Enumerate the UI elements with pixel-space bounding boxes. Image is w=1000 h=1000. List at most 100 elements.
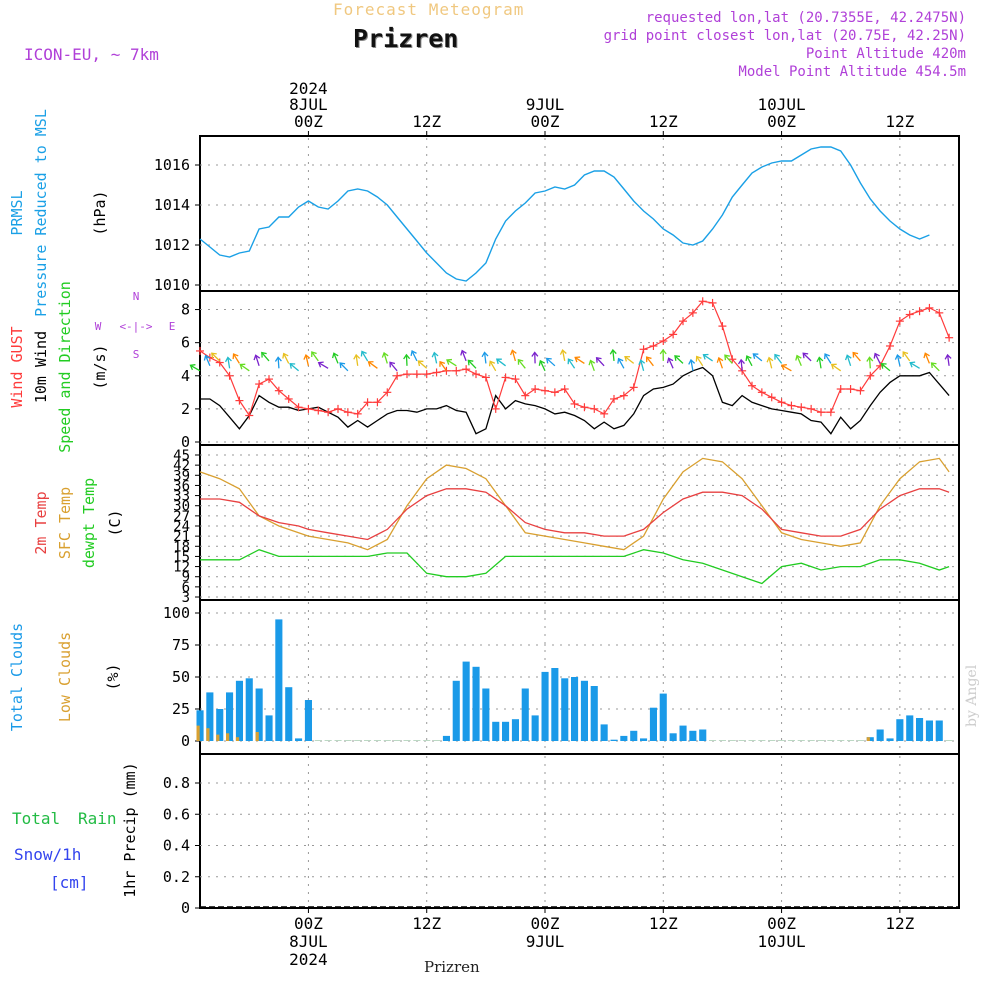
bottom-date-label: 9JUL: [526, 932, 565, 951]
wind-gust-marker: [225, 371, 234, 380]
total-cloud-bar: [748, 740, 756, 741]
top-hour-label: 12Z: [885, 112, 914, 131]
wind-gust-marker: [797, 403, 806, 412]
total-cloud-bar: [718, 740, 726, 741]
wind-gust-marker: [590, 404, 599, 413]
wind-direction-arrow: [659, 348, 667, 361]
wind-direction-arrow: [417, 360, 428, 369]
compass-n: N: [133, 290, 140, 303]
clouds-ytick-label: 75: [172, 636, 190, 654]
wind-gust-marker: [442, 366, 451, 375]
total-cloud-bar: [758, 740, 766, 741]
total-cloud-bar: [916, 718, 924, 741]
total-cloud-bar: [442, 735, 450, 741]
wind-direction-arrow: [930, 362, 940, 372]
wind-gust-marker: [748, 381, 756, 390]
wind-direction-arrow: [702, 353, 713, 362]
temperature-ytick-label: 6: [182, 580, 190, 596]
total-cloud-bar: [295, 738, 303, 741]
pressure-ytick-label: 1010: [154, 276, 190, 294]
wind-direction-arrow: [617, 357, 625, 369]
wind-gust-marker: [905, 310, 914, 319]
wind-direction-arrow: [823, 353, 832, 364]
wind-direction-arrow: [852, 351, 861, 362]
svg-text:PRMSL: PRMSL: [8, 190, 26, 235]
wind-unit: (m/s): [91, 344, 109, 389]
total-cloud-bar: [649, 707, 657, 741]
top-hour-label: 12Z: [412, 112, 441, 131]
wind-gust-marker: [373, 398, 382, 407]
wind-gust-marker: [728, 355, 737, 364]
wind-direction-arrow: [495, 358, 506, 367]
wind-direction-arrow: [567, 358, 576, 369]
svg-text:dewpt Temp: dewpt Temp: [80, 478, 98, 568]
model-label: ICON-EU, ~ 7km: [24, 45, 159, 64]
total-cloud-bar: [551, 668, 559, 741]
wind-direction-arrow: [545, 357, 556, 367]
temperature-ytick-label: 24: [173, 519, 190, 535]
wind-direction-arrow: [517, 358, 526, 369]
total-cloud-bar: [521, 688, 529, 741]
cloud-unit: (%): [104, 663, 122, 690]
wind-direction-arrow: [211, 352, 221, 362]
wind-direction-arrow: [880, 363, 891, 372]
wind-direction-arrow: [317, 361, 329, 369]
wind-gust-marker: [501, 373, 510, 382]
total-cloud-bar: [413, 740, 421, 741]
total-cloud-bar: [196, 710, 204, 741]
temperature-ytick-label: 12: [173, 560, 190, 576]
wind-gust-marker: [826, 408, 835, 417]
wind-direction-arrow: [239, 363, 250, 372]
top-date-label: 9JUL: [526, 95, 565, 114]
wind-label-speed-dir: Speed and Direction: [56, 281, 74, 453]
temp-2m-line: [200, 488, 950, 541]
temperature-ytick-label: 3: [182, 590, 190, 606]
wind-gust-marker: [846, 385, 855, 394]
wind-gust-marker: [767, 393, 776, 402]
total-cloud-bar: [433, 740, 441, 741]
total-cloud-bar: [689, 730, 697, 741]
pressure-ytick-label: 1014: [154, 196, 190, 214]
footer-location: Prizren: [424, 958, 480, 976]
wind-gust-marker: [491, 404, 500, 413]
wind-direction-arrow: [339, 362, 349, 372]
wind-direction-arrow: [944, 353, 952, 366]
temp-label-dew: dewpt Temp: [80, 478, 98, 568]
wind-gust-marker: [610, 394, 618, 403]
wind-direction-arrow: [688, 358, 696, 371]
precip-label-cm: [cm]: [50, 873, 89, 892]
wind-gust-marker: [886, 341, 894, 350]
total-cloud-bar: [364, 740, 372, 741]
wind-gust-marker: [255, 380, 264, 389]
wind-direction-arrow: [481, 351, 489, 364]
compass-s: S: [133, 348, 140, 361]
sfc-temp-line: [199, 457, 950, 551]
total-cloud-bar: [856, 740, 864, 741]
total-cloud-bar: [699, 729, 707, 741]
cloud-label-low: Low Clouds: [56, 632, 74, 722]
svg-text:(C): (C): [106, 509, 124, 536]
wind-gust-marker: [511, 375, 520, 384]
pressure-unit: (hPa): [91, 190, 109, 235]
wind-direction-arrow: [282, 352, 290, 364]
total-cloud-bar: [935, 720, 943, 741]
total-cloud-bar: [866, 737, 874, 741]
pressure-frame: [199, 135, 960, 292]
temperature-ytick-label: 33: [173, 489, 190, 505]
total-cloud-bar: [423, 740, 431, 741]
wind-direction-arrow: [830, 363, 842, 372]
wind-direction-arrow: [724, 354, 733, 364]
wind-gust-marker: [669, 330, 678, 339]
top-hour-label: 00Z: [531, 112, 560, 131]
wind-gust-marker: [304, 404, 313, 413]
temperature-ytick-label: 36: [173, 478, 190, 494]
wind-direction-arrow: [844, 354, 852, 367]
wind-gust-marker: [265, 375, 273, 384]
wind-gust-marker: [560, 385, 569, 394]
total-cloud-bar: [324, 740, 332, 741]
total-cloud-bar: [354, 740, 362, 741]
grid-point-coords: grid point closest lon,lat (20.75E, 42.2…: [603, 28, 966, 44]
svg-text:1hr Precip (mm): 1hr Precip (mm): [121, 762, 139, 897]
wind-direction-arrow: [538, 359, 546, 372]
total-cloud-bar: [925, 720, 933, 741]
